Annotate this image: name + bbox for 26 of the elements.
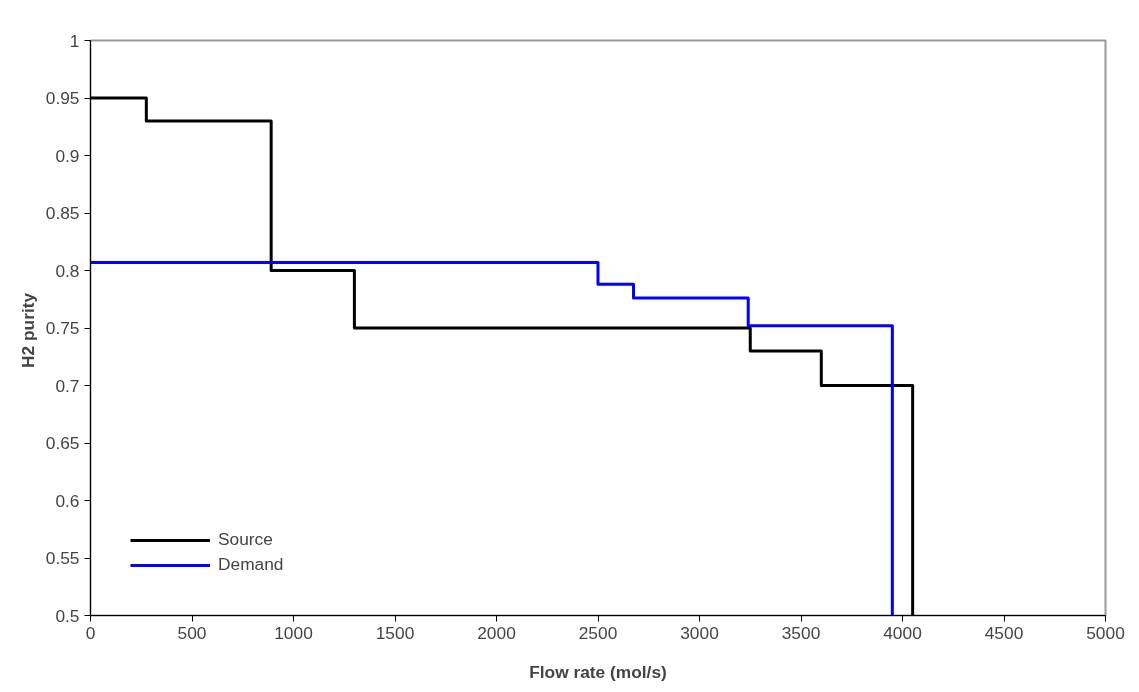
y-tick-label: 0.55 bbox=[45, 548, 80, 568]
y-tick-label: 0.75 bbox=[45, 318, 80, 338]
y-tick-label: 0.6 bbox=[55, 490, 80, 511]
x-tick-label: 4500 bbox=[984, 622, 1024, 643]
x-tick-label: 1500 bbox=[375, 622, 415, 643]
legend-label: Source bbox=[218, 529, 273, 550]
x-tick-label: 500 bbox=[177, 622, 207, 643]
legend-label: Demand bbox=[218, 554, 284, 575]
x-tick-label: 1000 bbox=[274, 622, 313, 643]
y-tick-label: 0.65 bbox=[45, 433, 80, 453]
y-tick-label: 0.9 bbox=[55, 145, 80, 166]
x-tick-label: 3500 bbox=[781, 622, 821, 643]
x-tick-label: 4000 bbox=[883, 622, 922, 643]
y-tick-label: 0.5 bbox=[55, 605, 80, 626]
y-tick-label: 0.95 bbox=[45, 88, 80, 108]
x-tick-label: 2000 bbox=[477, 622, 516, 643]
x-tick-label: 2500 bbox=[578, 622, 618, 643]
y-tick-label: 0.85 bbox=[45, 203, 80, 223]
x-tick-label: 3000 bbox=[680, 622, 719, 643]
x-tick-label: 0 bbox=[85, 622, 96, 643]
y-tick-label: 0.8 bbox=[55, 260, 80, 281]
y-axis-title: H2 purity bbox=[17, 292, 38, 368]
y-tick-label: 1 bbox=[69, 30, 80, 51]
x-axis-title: Flow rate (mol/s) bbox=[529, 661, 667, 682]
y-tick-label: 0.7 bbox=[55, 375, 80, 396]
x-tick-label: 5000 bbox=[1086, 622, 1125, 643]
